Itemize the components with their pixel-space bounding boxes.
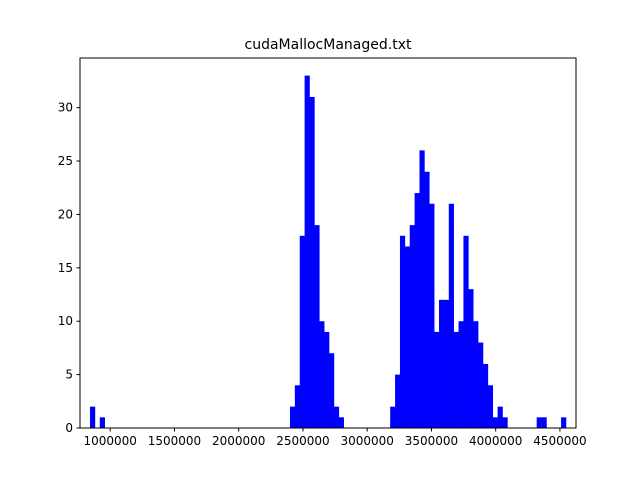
histogram-bar xyxy=(443,299,450,428)
histogram-bar xyxy=(536,417,542,428)
histogram-bar xyxy=(478,342,484,428)
histogram-bar xyxy=(299,235,305,428)
histogram-bar xyxy=(482,363,489,428)
y-tick-label: 10 xyxy=(58,314,73,328)
x-tick-label: 3500000 xyxy=(405,434,458,448)
histogram-bar xyxy=(395,374,401,428)
histogram-bar xyxy=(409,225,415,428)
y-tick-label: 20 xyxy=(58,207,73,221)
x-tick-label: 4500000 xyxy=(533,434,586,448)
histogram-bar xyxy=(463,235,469,428)
y-axis: 0 5 10 15 20 25 30 xyxy=(58,101,80,435)
histogram-bar xyxy=(502,417,508,428)
chart-title: cudaMallocManaged.txt xyxy=(245,37,412,53)
histogram-bar xyxy=(468,289,474,428)
histogram-bar xyxy=(289,406,296,428)
histogram-bar xyxy=(561,417,567,428)
histogram-bar xyxy=(424,171,430,428)
histogram-bar xyxy=(439,299,445,428)
y-tick-label: 15 xyxy=(58,261,73,275)
histogram-bar xyxy=(324,331,330,428)
x-tick-label: 1000000 xyxy=(83,434,136,448)
histogram-bar xyxy=(390,406,396,428)
histogram-bar xyxy=(429,203,435,428)
plot-area-frame xyxy=(79,57,577,429)
x-axis: 1000000 1500000 2000000 2500000 3000000 35000… xyxy=(83,428,587,448)
histogram-bar xyxy=(99,417,105,428)
x-tick-label: 1500000 xyxy=(148,434,201,448)
histogram-bar xyxy=(338,417,344,428)
y-tick-label: 0 xyxy=(65,421,73,435)
histogram-bar xyxy=(399,235,406,428)
histogram-bar xyxy=(497,406,503,428)
histogram-bar xyxy=(404,246,411,428)
histogram-bar xyxy=(473,321,479,428)
y-tick-label: 30 xyxy=(58,101,73,115)
histogram-bar xyxy=(314,225,320,428)
histogram-bar xyxy=(304,75,310,429)
histogram-bar xyxy=(329,353,335,428)
histogram-bar xyxy=(453,331,459,428)
histogram-bars xyxy=(90,75,567,429)
x-tick-label: 2500000 xyxy=(276,434,329,448)
histogram-bar xyxy=(492,417,498,428)
histogram-bar xyxy=(434,331,440,428)
histogram-bar xyxy=(309,96,315,428)
histogram-bar xyxy=(319,321,325,428)
x-tick-label: 2000000 xyxy=(212,434,265,448)
histogram-bar xyxy=(541,417,547,428)
x-tick-label: 3000000 xyxy=(340,434,393,448)
histogram-bar xyxy=(448,203,454,428)
x-tick-label: 4000000 xyxy=(469,434,522,448)
y-tick-label: 5 xyxy=(65,368,73,382)
histogram-bar xyxy=(90,406,96,428)
histogram-bar xyxy=(294,385,301,428)
histogram-bar xyxy=(414,193,420,428)
histogram-bar xyxy=(487,385,494,428)
y-tick-label: 25 xyxy=(58,154,73,168)
histogram-bar xyxy=(458,321,464,428)
histogram-bar xyxy=(419,150,425,428)
histogram-bar xyxy=(333,406,340,428)
